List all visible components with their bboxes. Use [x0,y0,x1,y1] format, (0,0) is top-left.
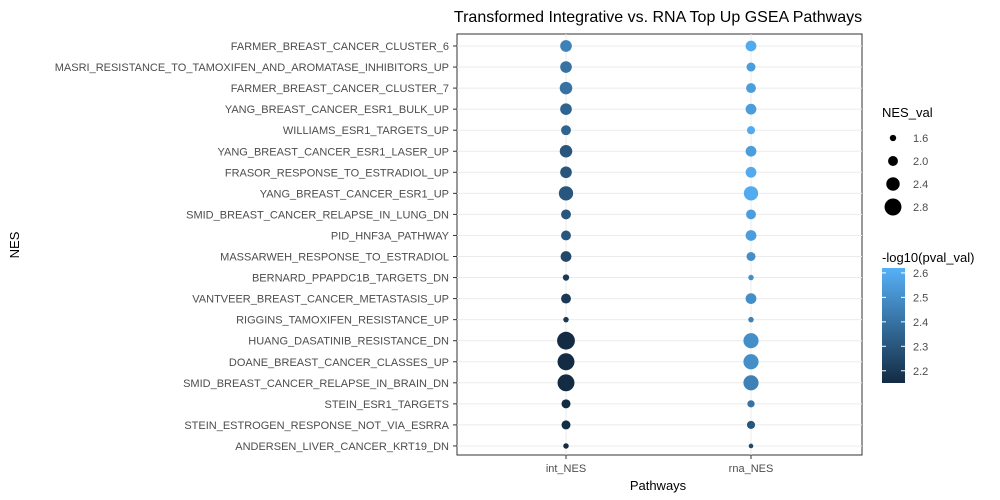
color-legend-label: 2.2 [913,366,928,378]
point-rna_NES [743,375,759,391]
point-rna_NES [746,126,756,135]
y-tick-label: ANDERSEN_LIVER_CANCER_KRT19_DN [235,441,449,453]
point-rna_NES [746,420,756,429]
point-rna_NES [745,103,757,115]
point-rna_NES [746,62,756,72]
color-legend: -log10(pval_val) 2.2 2.3 2.4 2.5 2.6 [882,250,975,383]
size-legend-label: 2.4 [913,179,928,191]
color-legend-label: 2.5 [913,292,928,304]
color-legend-label: 2.3 [913,341,928,353]
y-tick-label: FARMER_BREAST_CANCER_CLUSTER_7 [231,83,449,95]
point-rna_NES [745,230,757,241]
y-tick-label: YANG_BREAST_CANCER_ESR1_UP [260,188,449,200]
size-legend-key [888,156,898,166]
x-axis-ticks: int_NES rna_NES [546,455,774,475]
point-int_NES [561,293,571,304]
y-tick-label: STEIN_ESTROGEN_RESPONSE_NOT_VIA_ESRRA [184,420,449,432]
y-tick-label: PID_HNF3A_PATHWAY [331,230,450,242]
point-rna_NES [747,400,755,408]
point-rna_NES [745,145,757,157]
point-int_NES [561,125,571,136]
size-legend-title: NES_val [882,105,933,120]
y-tick-label: BERNARD_PPAPDC1B_TARGETS_DN [252,273,449,285]
color-bar [882,268,905,383]
point-rna_NES [746,252,756,261]
point-int_NES [560,61,572,73]
y-tick-label: DOANE_BREAST_CANCER_CLASSES_UP [229,357,449,369]
color-legend-label: 2.4 [913,317,928,329]
point-rna_NES [743,333,759,349]
point-rna_NES [745,166,757,178]
point-int_NES [559,144,573,158]
size-legend-key [884,198,902,216]
y-tick-label: MASRI_RESISTANCE_TO_TAMOXIFEN_AND_AROMAT… [55,62,449,74]
x-tick-label: rna_NES [729,463,774,475]
size-legend-key [889,134,897,142]
y-tick-label: FRASOR_RESPONSE_TO_ESTRADIOL_UP [225,167,449,179]
y-tick-label: YANG_BREAST_CANCER_ESR1_BULK_UP [225,104,449,116]
point-rna_NES [748,316,754,323]
color-legend-title: -log10(pval_val) [882,250,975,265]
y-tick-label: FARMER_BREAST_CANCER_CLUSTER_6 [231,41,449,53]
point-int_NES [561,230,571,241]
y-tick-label: MASSARWEH_RESPONSE_TO_ESTRADIOL [220,252,449,264]
point-int_NES [559,81,573,95]
chart-title: Transformed Integrative vs. RNA Top Up G… [454,9,862,26]
y-tick-label: VANTVEER_BREAST_CANCER_METASTASIS_UP [192,294,449,306]
point-rna_NES [743,186,759,201]
point-int_NES [560,103,572,115]
point-int_NES [560,166,572,179]
y-tick-label: HUANG_DASATINIB_RESISTANCE_DN [248,336,449,348]
size-legend-key [886,177,900,191]
color-legend-label: 2.6 [913,268,928,280]
point-int_NES [562,274,570,281]
y-tick-label: RIGGINS_TAMOXIFEN_RESISTANCE_UP [236,315,449,327]
y-axis-ticks: FARMER_BREAST_CANCER_CLUSTER_6 MASRI_RESI… [55,41,457,453]
plot-panel [456,33,863,456]
y-axis-title: NES [7,231,22,258]
point-rna_NES [748,274,754,281]
point-rna_NES [743,354,759,370]
size-legend-label: 1.6 [913,133,928,145]
point-int_NES [560,40,572,52]
point-rna_NES [748,443,754,449]
point-int_NES [558,186,574,201]
point-int_NES [561,399,571,409]
point-int_NES [557,374,575,392]
point-int_NES [561,420,571,430]
size-legend-label: 2.8 [913,202,928,214]
point-int_NES [557,353,575,371]
point-rna_NES [746,83,756,94]
y-tick-label: YANG_BREAST_CANCER_ESR1_LASER_UP [218,146,450,158]
y-tick-label: SMID_BREAST_CANCER_RELAPSE_IN_BRAIN_DN [183,378,449,390]
point-rna_NES [746,209,756,220]
size-legend-label: 2.0 [913,156,928,168]
size-legend: NES_val 1.6 2.0 2.4 2.8 [882,105,933,216]
x-tick-label: int_NES [546,463,586,475]
point-int_NES [561,209,571,220]
point-rna_NES [745,293,757,304]
point-int_NES [563,316,569,323]
y-tick-label: STEIN_ESR1_TARGETS [325,399,450,411]
point-int_NES [560,251,572,262]
y-tick-label: WILLIAMS_ESR1_TARGETS_UP [283,125,449,137]
point-rna_NES [745,40,757,52]
x-axis-title: Pathways [630,478,687,493]
point-int_NES [557,331,575,350]
y-tick-label: SMID_BREAST_CANCER_RELAPSE_IN_LUNG_DN [186,209,449,221]
data-points [557,40,759,449]
point-int_NES [563,443,569,449]
